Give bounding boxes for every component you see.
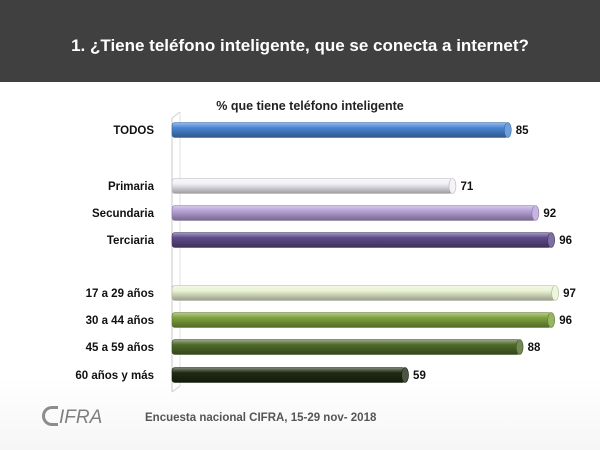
category-label: TODOS (113, 125, 154, 137)
bar (171, 312, 552, 328)
bar (171, 178, 453, 194)
bar (171, 232, 552, 248)
category-label: 30 a 44 años (86, 315, 154, 327)
category-label: 60 años y más (75, 370, 154, 382)
category-label: Primaria (108, 181, 155, 193)
category-label: 45 a 59 años (86, 342, 154, 354)
value-label: 97 (563, 288, 576, 300)
bar (171, 205, 536, 221)
bar-end-cap (401, 367, 409, 383)
bar (171, 367, 406, 383)
value-label: 59 (413, 370, 426, 382)
category-label: Terciaria (107, 235, 155, 247)
footer: IFRA Encuesta nacional CIFRA, 15-29 nov-… (0, 400, 600, 450)
page-title: 1. ¿Tiene teléfono inteligente, que se c… (71, 36, 529, 55)
cifra-logo: IFRA (42, 406, 102, 429)
value-label: 88 (528, 342, 541, 354)
bar-end-cap (551, 285, 559, 301)
logo-text: IFRA (59, 407, 103, 428)
value-label: 71 (460, 181, 473, 193)
chart-title: % que tiene teléfono inteligente (216, 99, 404, 113)
axis-wall-bottom (171, 385, 181, 393)
bar-chart: % que tiene teléfono inteligente TODOS 85 P… (75, 99, 576, 393)
bar (171, 339, 520, 355)
value-label: 96 (559, 315, 572, 327)
bar-end-cap (515, 339, 524, 355)
logo-c-mark (42, 406, 58, 426)
bar-end-cap (503, 122, 512, 138)
value-label: 85 (516, 125, 529, 137)
bar-end-cap (448, 178, 457, 194)
bar-end-cap (547, 232, 556, 248)
bar-end-cap (531, 205, 540, 221)
content-background (0, 82, 600, 450)
value-label: 96 (559, 235, 572, 247)
bar-end-cap (547, 312, 556, 328)
value-label: 92 (543, 208, 556, 220)
category-label: Secundaria (92, 208, 155, 220)
source-note: Encuesta nacional CIFRA, 15-29 nov- 2018 (145, 412, 377, 424)
axis-wall-top (171, 111, 181, 119)
bar (171, 122, 509, 138)
header-bar: 1. ¿Tiene teléfono inteligente, que se c… (0, 0, 600, 82)
bar (171, 285, 556, 301)
category-label: 17 a 29 años (86, 288, 154, 300)
